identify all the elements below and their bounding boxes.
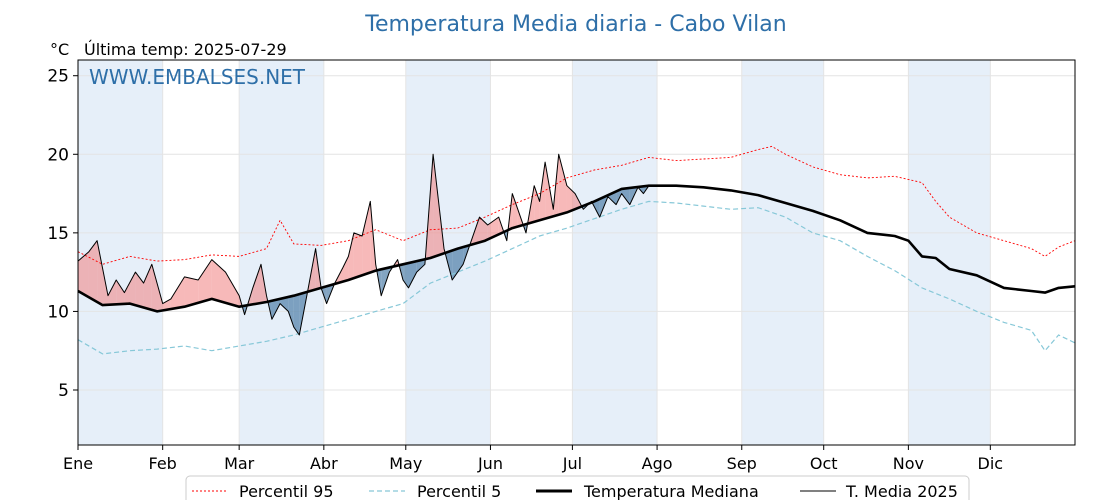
unit-label: °C [50, 40, 69, 59]
above-median-fill [108, 280, 117, 305]
above-median-fill [198, 259, 212, 303]
x-tick-label: Ago [642, 454, 673, 473]
above-median-fill [78, 251, 89, 298]
x-tick-label: Feb [149, 454, 177, 473]
above-median-fill [116, 280, 125, 305]
above-median-fill [539, 162, 546, 221]
below-median-fill [416, 259, 425, 273]
y-tick-label: 25 [47, 67, 69, 87]
below-median-fill [452, 247, 464, 280]
last-temp-label: Última temp: 2025-07-29 [84, 40, 287, 59]
above-median-fill [342, 256, 349, 282]
median-line [77, 184, 1076, 313]
above-median-fill [353, 232, 363, 279]
y-tick-label: 5 [58, 381, 69, 401]
anomaly-fills [78, 154, 649, 335]
x-tick-label: Abr [310, 454, 338, 473]
legend-box [185, 475, 970, 500]
above-median-fill [558, 154, 567, 215]
shaded-months [78, 60, 991, 445]
x-tick-label: May [389, 454, 422, 473]
above-median-fill [512, 193, 518, 229]
p5-line [77, 200, 1076, 355]
x-tick-label: Sep [727, 454, 757, 473]
above-median-fill [162, 298, 171, 311]
month-band-4 [741, 60, 824, 445]
above-median-fill [252, 264, 262, 305]
above-median-fill [362, 201, 371, 276]
below-median-fill [621, 187, 630, 205]
above-median-fill [211, 259, 226, 303]
x-tick-label: Jul [562, 454, 582, 473]
below-median-fill [616, 188, 622, 205]
x-tick-label: Dic [978, 454, 1004, 473]
above-median-fill [487, 217, 499, 240]
above-median-fill [184, 276, 199, 307]
above-median-fill [124, 272, 136, 306]
legend-label-p95: Percentil 95 [239, 482, 334, 500]
p95-line [77, 145, 1076, 265]
y-tick-label: 10 [47, 302, 69, 322]
watermark: WWW.EMBALSES.NET [89, 65, 306, 89]
below-median-fill [271, 298, 281, 320]
above-median-fill [534, 185, 540, 222]
above-median-fill [348, 232, 354, 280]
month-band-5 [908, 60, 991, 445]
legend: Percentil 95 Percentil 5 Temperatura Med… [185, 475, 970, 500]
legend-label-2025: T. Media 2025 [845, 482, 958, 500]
y-tick-label: 15 [47, 224, 69, 244]
x-tick-label: Nov [893, 454, 924, 473]
below-median-fill [408, 261, 417, 288]
x-tick-label: Mar [224, 454, 255, 473]
above-median-fill [88, 240, 98, 302]
y-tick-label: 20 [47, 145, 69, 165]
above-median-fill [170, 276, 185, 310]
chart-title: Temperatura Media diaria - Cabo Vilan [364, 12, 786, 37]
axes: 5 10 15 20 25 Ene Feb Mar Abr May Jun Jul Ago Sep Oct N… [47, 67, 1003, 473]
x-tick-label: Oct [810, 454, 838, 473]
below-median-fill [280, 296, 289, 312]
month-band-1 [239, 60, 324, 445]
series-lines [77, 145, 1076, 355]
below-median-fill [293, 294, 300, 335]
above-median-fill [225, 272, 240, 307]
x-tick-label: Ene [63, 454, 93, 473]
below-median-fill [288, 295, 294, 328]
legend-label-median: Temperatura Mediana [583, 482, 759, 500]
month-band-3 [572, 60, 658, 445]
x-tick-label: Jun [477, 454, 503, 473]
current-year-line [77, 153, 650, 336]
legend-label-p5: Percentil 5 [417, 482, 501, 500]
above-median-fill [566, 185, 576, 213]
above-median-fill [143, 264, 152, 310]
plot-frame [77, 59, 1076, 446]
